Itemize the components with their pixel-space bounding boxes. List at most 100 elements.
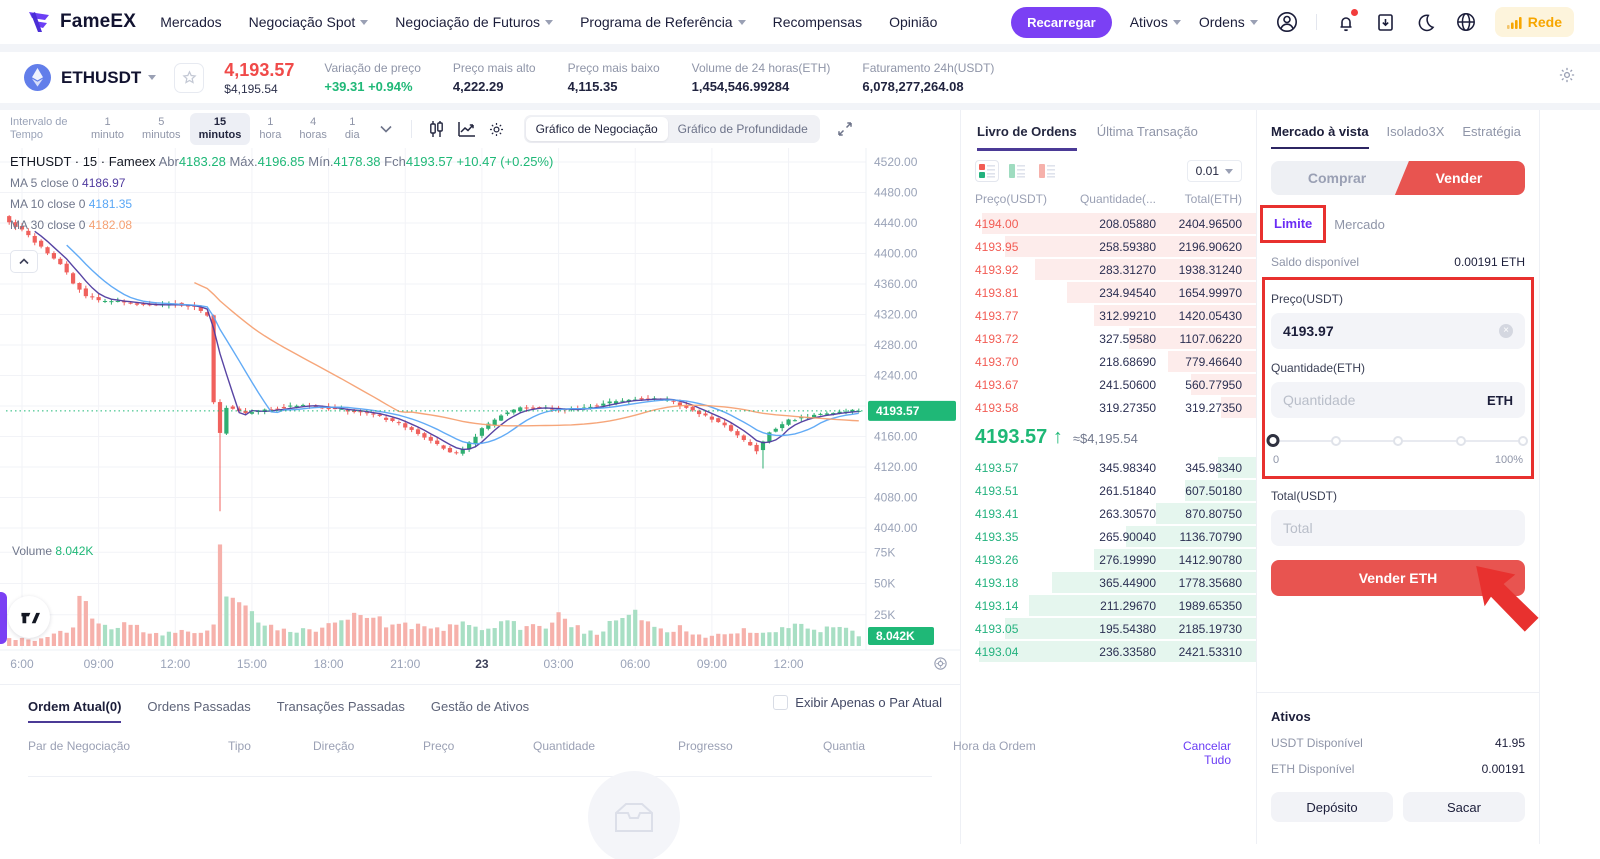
tradingview-logo[interactable]	[8, 596, 50, 638]
order-type-limit[interactable]: Limite	[1274, 216, 1313, 231]
ask-row[interactable]: 4193.70 218.68690 779.46640	[961, 350, 1256, 373]
cancel-all-link[interactable]: Cancelar Tudo	[1183, 739, 1232, 767]
bid-row[interactable]: 4193.18 365.44900 1778.35680	[961, 571, 1256, 594]
price-chart[interactable]: ETHUSDT · 15 · Fameex Abr4183.28 Máx.419…	[0, 148, 960, 684]
interval-unit: minutos	[198, 129, 242, 141]
last-trade-approx: ≈$4,195.54	[1072, 431, 1138, 446]
axis-settings-icon[interactable]	[933, 656, 948, 676]
ticker-stat-value: 1,454,546.99284	[691, 79, 790, 94]
bid-row[interactable]: 4193.35 265.90040 1136.70790	[961, 525, 1256, 548]
brand-logo[interactable]: FameEX	[26, 9, 136, 35]
chart-settings-icon[interactable]	[484, 117, 510, 141]
total-cell: 560.77950	[1185, 377, 1242, 392]
sell-tab[interactable]: Vender	[1394, 161, 1525, 195]
book-tab-livro-de-ordens[interactable]: Livro de Ordens	[977, 124, 1077, 151]
quantity-cell: 241.50600	[1099, 377, 1156, 392]
total-input[interactable]	[1283, 520, 1513, 536]
favorite-star-button[interactable]	[174, 62, 205, 93]
network-button[interactable]: Rede	[1494, 7, 1574, 37]
ask-row[interactable]: 4193.95 258.59380 2196.90620	[961, 235, 1256, 258]
balance-row: Saldo disponível 0.00191 ETH	[1271, 255, 1525, 269]
pair-selector[interactable]: ETHUSDT	[24, 64, 157, 91]
slider-stop-50[interactable]	[1393, 436, 1403, 446]
ask-row[interactable]: 4193.72 327.59580 1107.06220	[961, 327, 1256, 350]
book-tab--ltima-transa-o[interactable]: Última Transação	[1096, 124, 1198, 139]
nav-menu-ativos[interactable]: Ativos	[1130, 14, 1181, 30]
legend-collapse-button[interactable]	[10, 250, 38, 273]
ask-row[interactable]: 4193.58 319.27350 319.27350	[961, 396, 1256, 419]
clear-price-icon[interactable]: ×	[1499, 324, 1513, 338]
chart-tab-gr-fico-de-negocia-o[interactable]: Gráfico de Negociação	[525, 117, 668, 141]
notifications-bell-icon[interactable]	[1335, 9, 1358, 33]
withdraw-button[interactable]: Sacar	[1403, 792, 1525, 822]
fullscreen-expand-icon[interactable]	[832, 117, 858, 141]
ask-row[interactable]: 4193.77 312.99210 1420.05430	[961, 304, 1256, 327]
asset-buttons: Depósito Sacar	[1271, 792, 1525, 822]
language-globe-icon[interactable]	[1455, 11, 1477, 33]
quantity-cell: 327.59580	[1099, 331, 1156, 346]
price-input[interactable]	[1283, 323, 1499, 339]
last-trade-row[interactable]: 4193.57 ↑ ≈$4,195.54	[961, 419, 1256, 456]
ticker-settings-icon[interactable]	[1558, 66, 1576, 89]
slider-stop-25[interactable]	[1330, 436, 1341, 446]
buy-tab[interactable]: Comprar	[1307, 170, 1367, 186]
nav-item-negocia-o-spot[interactable]: Negociação Spot	[249, 14, 369, 30]
bid-row[interactable]: 4193.57 345.98340 345.98340	[961, 456, 1256, 479]
trade-tab-mercado-vista[interactable]: Mercado à vista	[1271, 124, 1369, 149]
bid-row[interactable]: 4193.14 211.29670 1989.65350	[961, 594, 1256, 617]
ask-row[interactable]: 4193.81 234.94540 1654.99970	[961, 281, 1256, 304]
orders-tab-ordem-atual-0-[interactable]: Ordem Atual(0)	[28, 699, 122, 723]
slider-stop-75[interactable]	[1455, 436, 1466, 446]
pair-filter[interactable]: Exibir Apenas o Par Atual	[773, 695, 942, 710]
bid-row[interactable]: 4193.26 276.19990 1412.90780	[961, 548, 1256, 571]
bid-row[interactable]: 4193.04 236.33580 2421.53310	[961, 640, 1256, 663]
nav-item-opini-o[interactable]: Opinião	[889, 14, 937, 30]
order-type-market[interactable]: Mercado	[1334, 216, 1385, 232]
interval-15-minutos[interactable]: 15 minutos	[189, 113, 251, 145]
interval-more-chevron-icon[interactable]	[373, 117, 399, 141]
nav-item-programa-de-refer-ncia[interactable]: Programa de Referência	[580, 14, 746, 30]
book-mode-both-icon[interactable]	[975, 160, 999, 182]
nav-item-negocia-o-de-futuros[interactable]: Negociação de Futuros	[395, 14, 554, 30]
checkbox-icon[interactable]	[773, 695, 789, 710]
slider-handle[interactable]	[1266, 434, 1280, 447]
book-mode-asks-icon[interactable]	[1035, 160, 1059, 182]
ask-row[interactable]: 4194.00 208.05880 2404.96500	[961, 212, 1256, 235]
interval-4-horas[interactable]: 4 horas	[290, 113, 336, 145]
recharge-button[interactable]: Recarregar	[1011, 6, 1112, 38]
orders-tab-transa-es-passadas[interactable]: Transações Passadas	[276, 699, 405, 714]
side-drawer-handle[interactable]	[0, 592, 7, 644]
profile-icon[interactable]	[1276, 11, 1298, 33]
book-mode-bids-icon[interactable]	[1005, 160, 1029, 182]
candlestick-chart-icon[interactable]	[424, 117, 450, 141]
bid-row[interactable]: 4193.51 261.51840 607.50180	[961, 479, 1256, 502]
dark-mode-moon-icon[interactable]	[1415, 11, 1437, 33]
interval-1-minuto[interactable]: 1 minuto	[82, 113, 133, 145]
ma-label: MA 10 close 0	[10, 197, 89, 211]
trade-tab-estrat-gia[interactable]: Estratégia	[1462, 124, 1521, 139]
quantity-cell: 265.90040	[1099, 529, 1156, 544]
sell-eth-button[interactable]: Vender ETH	[1271, 560, 1525, 596]
chart-tab-gr-fico-de-profundidade[interactable]: Gráfico de Profundidade	[677, 122, 808, 136]
interval-1-dia[interactable]: 1 dia	[336, 113, 369, 145]
total-cell: 2196.90620	[1178, 239, 1242, 254]
quantity-input[interactable]	[1283, 392, 1479, 408]
precision-select[interactable]: 0.01	[1186, 160, 1242, 182]
orders-tab-gest-o-de-ativos[interactable]: Gestão de Ativos	[430, 699, 530, 714]
slider-stop-100[interactable]	[1518, 436, 1528, 446]
bid-row[interactable]: 4193.41 263.30570 870.80750	[961, 502, 1256, 525]
deposit-button[interactable]: Depósito	[1271, 792, 1393, 822]
quantity-slider[interactable]	[1266, 434, 1528, 448]
nav-menu-ordens[interactable]: Ordens	[1199, 14, 1258, 30]
bid-row[interactable]: 4193.05 195.54380 2185.19730	[961, 617, 1256, 640]
ask-row[interactable]: 4193.92 283.31270 1938.31240	[961, 258, 1256, 281]
ask-row[interactable]: 4193.67 241.50600 560.77950	[961, 373, 1256, 396]
interval-5-minutos[interactable]: 5 minutos	[133, 113, 190, 145]
nav-item-mercados[interactable]: Mercados	[160, 14, 221, 30]
orders-tab-ordens-passadas[interactable]: Ordens Passadas	[147, 699, 251, 714]
nav-item-recompensas[interactable]: Recompensas	[773, 14, 863, 30]
trade-tab-isolado3x[interactable]: Isolado3X	[1386, 124, 1445, 139]
interval-1-hora[interactable]: 1 hora	[250, 113, 290, 145]
download-report-icon[interactable]	[1375, 11, 1397, 33]
line-chart-icon[interactable]	[454, 117, 480, 141]
